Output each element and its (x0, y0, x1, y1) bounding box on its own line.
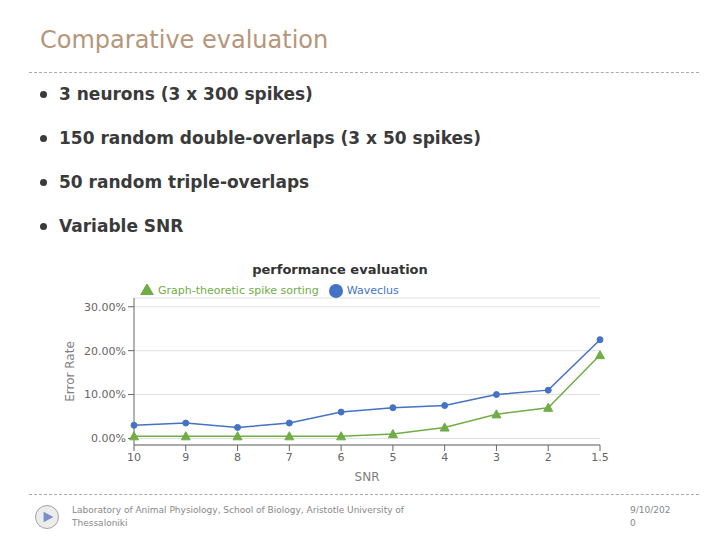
svg-text:30.00%: 30.00% (84, 301, 126, 314)
html-text:performance evaluation: performance evaluation (252, 262, 428, 277)
svg-text:SNR: SNR (355, 470, 380, 484)
svg-text:3: 3 (493, 451, 500, 464)
svg-text:20.00%: 20.00% (84, 345, 126, 358)
html-text:Variable SNR: Variable SNR (59, 216, 184, 236)
html-text:Graph-theoretic spike sorting: Graph-theoretic spike sorting (158, 284, 319, 297)
svg-text:Error Rate: Error Rate (63, 341, 77, 402)
svg-text:9: 9 (182, 451, 189, 464)
svg-text:5: 5 (389, 451, 396, 464)
html-text:Comparative evaluation: Comparative evaluation (40, 26, 329, 54)
svg-text:4: 4 (441, 451, 448, 464)
svg-text:1.5: 1.5 (591, 451, 609, 464)
svg-text:8: 8 (234, 451, 241, 464)
html-text:Waveclus: Waveclus (346, 284, 399, 297)
html-text:9/10/202 0: 9/10/202 0 (630, 505, 671, 528)
html-text:3 neurons (3 x 300 spikes): 3 neurons (3 x 300 spikes) (59, 84, 313, 104)
svg-text:10.00%: 10.00% (84, 388, 126, 401)
svg-text:6: 6 (338, 451, 345, 464)
svg-text:7: 7 (286, 451, 293, 464)
svg-text:2: 2 (545, 451, 552, 464)
html-text:150 random double-overlaps (3: 150 random double-overlaps (3 x 50 spike… (59, 128, 481, 148)
html-text:Laboratory of Animal Physiolog: Laboratory of Animal Physiology, School … (72, 505, 404, 528)
svg-text:10: 10 (127, 451, 141, 464)
html-text:50 random triple-overlaps: 50 random triple-overlaps (59, 172, 310, 192)
svg-text:0.00%: 0.00% (91, 432, 126, 445)
